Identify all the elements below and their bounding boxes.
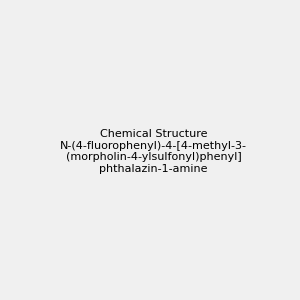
Text: Chemical Structure
N-(4-fluorophenyl)-4-[4-methyl-3-
(morpholin-4-ylsulfonyl)phe: Chemical Structure N-(4-fluorophenyl)-4-… [60, 129, 247, 174]
